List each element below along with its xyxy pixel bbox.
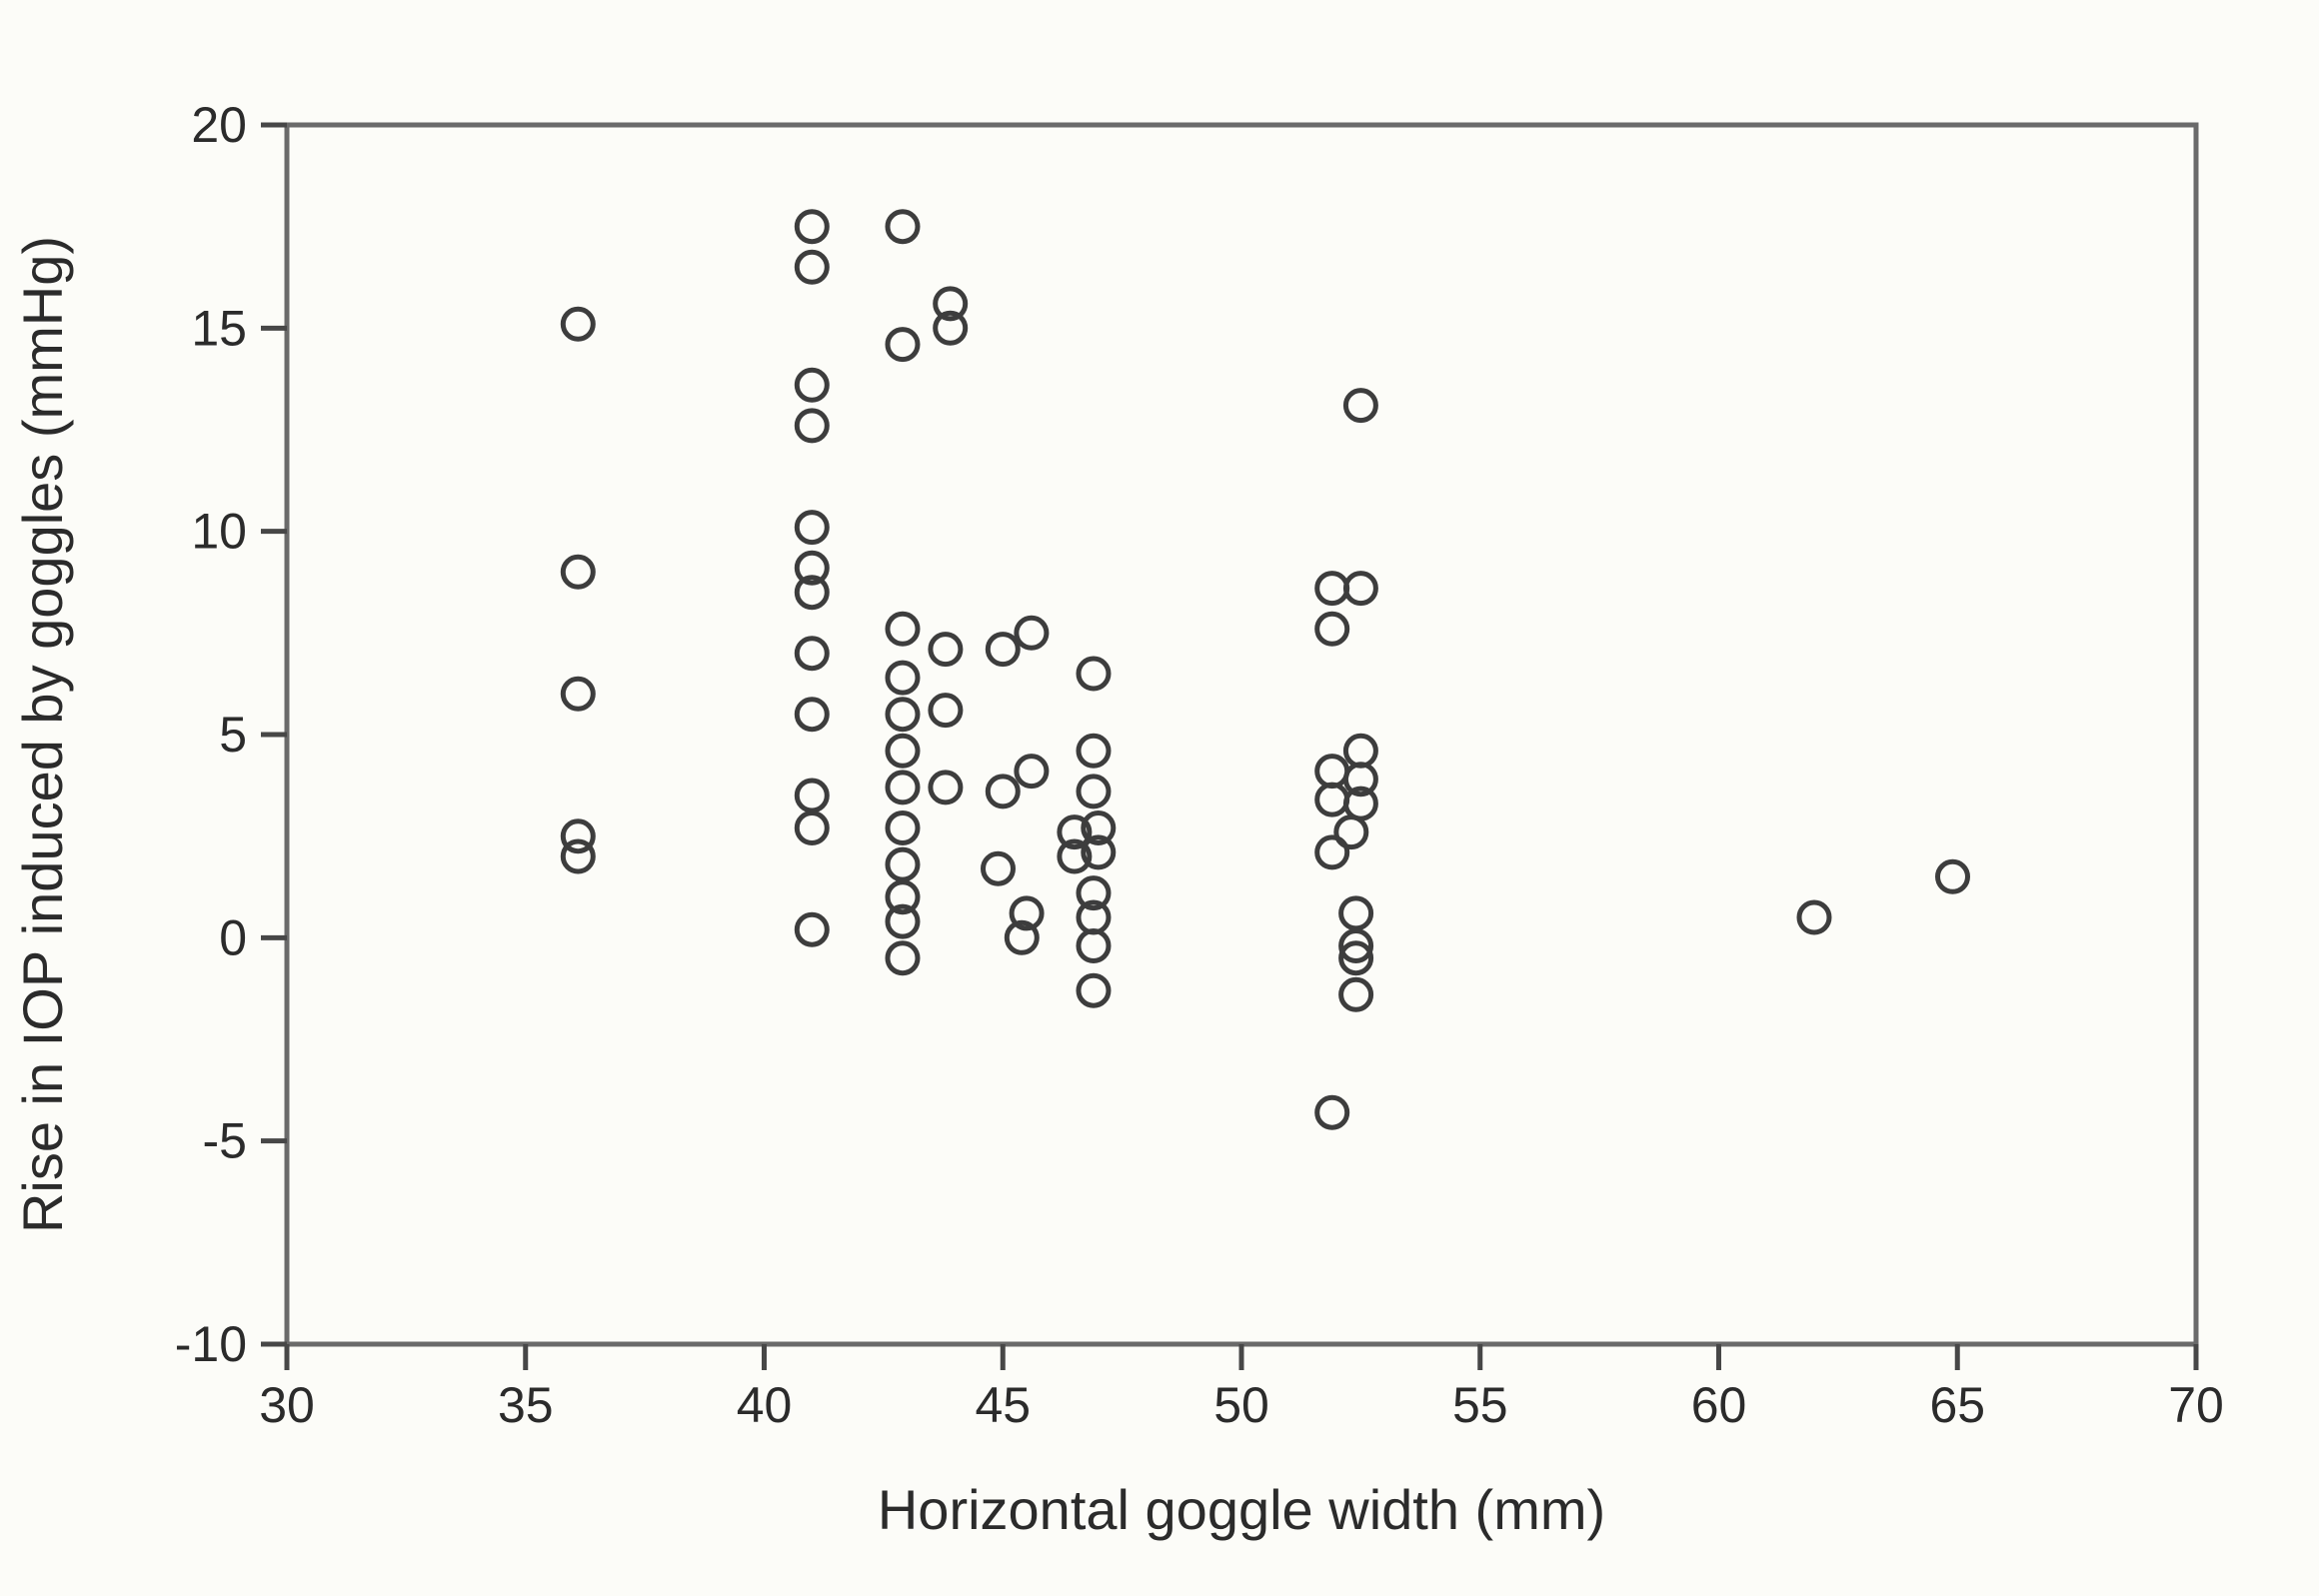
x-tick-label: 65 [1929, 1377, 1985, 1433]
data-point [885, 733, 921, 769]
data-point [1935, 858, 1970, 894]
data-point [933, 286, 969, 322]
data-point [1081, 834, 1117, 870]
data-point [1076, 656, 1112, 692]
data-point [1081, 810, 1117, 845]
x-tick-label: 45 [975, 1377, 1031, 1433]
data-point [928, 693, 964, 729]
data-point [1338, 895, 1374, 931]
data-point [1076, 875, 1112, 911]
x-tick-label: 70 [2168, 1377, 2224, 1433]
data-point [885, 879, 921, 915]
data-point [794, 911, 830, 947]
data-point [1796, 899, 1832, 935]
data-point [1314, 834, 1350, 870]
y-axis-title: Rise in IOP induced by goggles (mmHg) [11, 236, 74, 1233]
data-point [1076, 733, 1112, 769]
x-tick-label: 35 [498, 1377, 554, 1433]
x-tick-label: 50 [1213, 1377, 1269, 1433]
data-point [1014, 754, 1050, 790]
data-point [794, 636, 830, 672]
data-point [885, 327, 921, 363]
y-tick-label: -10 [175, 1316, 247, 1372]
data-point [1314, 1094, 1350, 1130]
x-tick-label: 40 [737, 1377, 793, 1433]
data-point [560, 818, 596, 854]
data-point [1342, 571, 1378, 607]
x-axis-title: Horizontal goggle width (mm) [878, 1478, 1605, 1541]
data-point [794, 249, 830, 285]
y-tick-label: 15 [191, 300, 247, 356]
data-point [885, 810, 921, 845]
data-point [981, 850, 1016, 886]
x-tick-label: 60 [1691, 1377, 1747, 1433]
data-point [1342, 762, 1378, 798]
data-point [1338, 976, 1374, 1012]
data-point [1338, 928, 1374, 963]
y-tick-label: 0 [219, 909, 247, 965]
data-point [885, 660, 921, 696]
y-tick-label: 5 [219, 707, 247, 763]
data-point [1076, 774, 1112, 809]
data-point [1004, 919, 1040, 955]
data-point [1009, 895, 1045, 931]
data-point [885, 611, 921, 647]
data-point [1057, 814, 1093, 850]
data-point [1314, 611, 1350, 647]
data-point [794, 408, 830, 444]
data-point [560, 554, 596, 590]
data-point [794, 367, 830, 403]
data-point [1333, 814, 1369, 850]
data-point [1057, 838, 1093, 874]
data-point [1076, 972, 1112, 1008]
y-tick-label: 10 [191, 504, 247, 560]
x-tick-label: 30 [259, 1377, 315, 1433]
data-point [1338, 940, 1374, 976]
data-point [794, 510, 830, 546]
data-point [560, 676, 596, 712]
data-point [885, 697, 921, 733]
data-point [928, 770, 964, 805]
data-point [933, 310, 969, 346]
data-point [1342, 388, 1378, 424]
data-point [560, 306, 596, 342]
data-point [885, 770, 921, 805]
data-point [885, 846, 921, 882]
data-point [794, 697, 830, 733]
data-point [885, 940, 921, 976]
data-point [885, 209, 921, 245]
x-tick-label: 55 [1452, 1377, 1508, 1433]
data-point [560, 838, 596, 874]
y-tick-label: 20 [191, 97, 247, 153]
y-tick-label: -5 [203, 1113, 247, 1169]
data-point [794, 575, 830, 611]
data-point [928, 632, 964, 668]
data-point [885, 903, 921, 939]
data-point [794, 209, 830, 245]
data-point [1076, 928, 1112, 963]
data-point [794, 550, 830, 586]
data-point [794, 810, 830, 845]
data-point [985, 632, 1021, 668]
data-point [1014, 615, 1050, 651]
data-point [985, 774, 1021, 809]
